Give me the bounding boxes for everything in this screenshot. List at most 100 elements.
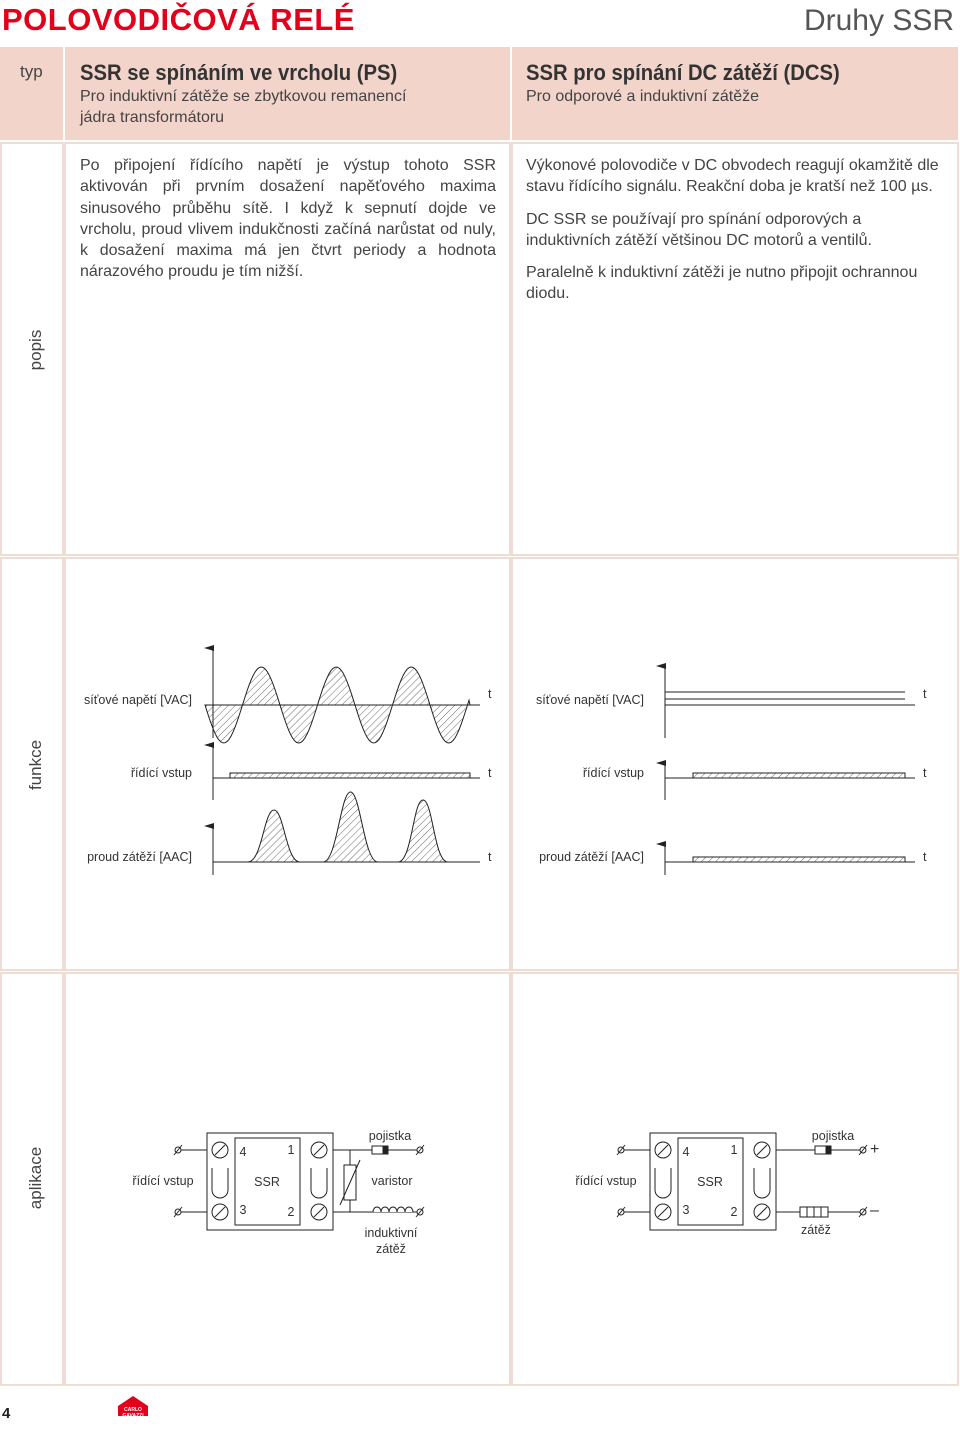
section-title: Druhy SSR	[803, 4, 954, 37]
graphic	[0, 972, 64, 1386]
paragraph: Paralelně k induktivní zátěži je nutno p…	[526, 264, 918, 303]
terminal	[756, 1144, 768, 1156]
description: Po připojení řídícího napětí je výstup t…	[80, 155, 496, 294]
fuse-label: pojistka	[811, 1129, 855, 1143]
graphic	[0, 142, 959, 1386]
terminal	[211, 1203, 229, 1221]
page-number: 4	[2, 1405, 11, 1422]
terminal	[753, 1141, 771, 1159]
paragraph: DC SSR se používají pro spínání odporový…	[526, 210, 872, 249]
terminal-number: 4	[239, 1145, 247, 1159]
column-subtitle: Pro odporové a induktivní zátěže	[526, 88, 760, 105]
graphic	[0, 142, 64, 556]
terminal	[313, 1206, 325, 1218]
terminal-number: 2	[730, 1205, 738, 1219]
column-subtitle: Pro induktivní zátěže se zbytkovou reman…	[80, 88, 407, 126]
terminal	[211, 1141, 229, 1159]
terminal-number: 3	[682, 1203, 690, 1217]
row-label: aplikace	[26, 1146, 45, 1210]
logo	[118, 1396, 148, 1416]
fuse-label: pojistka	[368, 1129, 412, 1143]
sine-wave	[204, 666, 471, 744]
varistor	[339, 1159, 361, 1206]
ssr-body	[649, 1132, 777, 1231]
terminal-number: 1	[730, 1143, 738, 1157]
input-label: řídící vstup	[132, 1174, 194, 1188]
axis-label: t	[488, 766, 492, 780]
polarity-label: –	[870, 1202, 879, 1219]
output-node	[858, 1206, 868, 1218]
load	[806, 1207, 822, 1217]
varistor-label: varistor	[371, 1174, 413, 1188]
description: Výkonové polovodiče v DC obvodech reaguj…	[526, 155, 944, 316]
ssr-core	[677, 1137, 744, 1226]
graphic	[511, 142, 959, 556]
axis-label: t	[488, 850, 492, 864]
signal-label: proud zátěží [AAC]	[539, 850, 644, 864]
fuse-end	[825, 1145, 832, 1155]
load-current	[692, 856, 906, 863]
inductor	[372, 1206, 414, 1213]
diagrams	[173, 645, 915, 1231]
graphic	[512, 47, 958, 140]
signal-label: proud zátěží [AAC]	[87, 850, 192, 864]
terminal	[753, 1203, 771, 1221]
ssr-label: SSR	[697, 1175, 723, 1189]
axis-label: t	[923, 687, 927, 701]
terminal-number: 4	[682, 1145, 690, 1159]
column-title: SSR se spínáním ve vrcholu (PS)	[80, 60, 398, 85]
axis-label: t	[923, 850, 927, 864]
output-node	[859, 1146, 867, 1154]
current-pulse	[322, 791, 379, 863]
graphic	[64, 972, 511, 1386]
input-node	[173, 1144, 183, 1156]
terminal-clip	[211, 1168, 229, 1199]
input-node	[616, 1144, 626, 1156]
polarity-label: +	[870, 1141, 880, 1158]
terminal	[313, 1144, 325, 1156]
input-label: řídící vstup	[575, 1174, 637, 1188]
page-title: POLOVODIČOVÁ RELÉ	[2, 2, 355, 37]
terminal	[654, 1203, 672, 1221]
graphic	[118, 1396, 148, 1406]
input-node	[173, 1206, 183, 1218]
terminal-clip	[310, 1168, 328, 1199]
current-pulse	[247, 809, 301, 863]
graphic	[0, 47, 63, 140]
signal-label: síťové napětí [VAC]	[84, 693, 192, 707]
column-title: SSR pro spínání DC zátěží (DCS)	[526, 60, 840, 85]
input-node	[616, 1206, 626, 1218]
terminal	[310, 1203, 328, 1221]
graphic	[118, 1406, 148, 1416]
ssr-body	[206, 1132, 334, 1231]
axis-label: t	[488, 687, 492, 701]
table-backgrounds	[0, 47, 959, 1386]
terminal	[214, 1206, 226, 1218]
graphic	[64, 142, 511, 556]
axis-label: t	[923, 766, 927, 780]
current-pulse	[397, 799, 449, 863]
ssr-core	[234, 1137, 301, 1226]
terminal	[654, 1141, 672, 1159]
terminal-number: 3	[239, 1203, 247, 1217]
terminal	[214, 1144, 226, 1156]
graphic	[64, 557, 511, 971]
output-node	[858, 1144, 868, 1156]
output-node	[416, 1146, 424, 1154]
terminal	[310, 1141, 328, 1159]
brand: CARLO GAVAZZI	[122, 1407, 144, 1419]
terminal-number: 2	[287, 1205, 295, 1219]
signal-label: řídící vstup	[582, 766, 644, 780]
ssr-label: SSR	[254, 1175, 280, 1189]
paragraph: Výkonové polovodiče v DC obvodech reaguj…	[526, 157, 939, 196]
control-signal	[229, 772, 471, 779]
fuse-end	[382, 1145, 389, 1155]
output-node	[415, 1144, 425, 1156]
graphic	[511, 972, 959, 1386]
paragraph: Po připojení řídícího napětí je výstup t…	[80, 157, 496, 281]
signal-label: síťové napětí [VAC]	[536, 693, 644, 707]
signal-label: řídící vstup	[130, 766, 192, 780]
